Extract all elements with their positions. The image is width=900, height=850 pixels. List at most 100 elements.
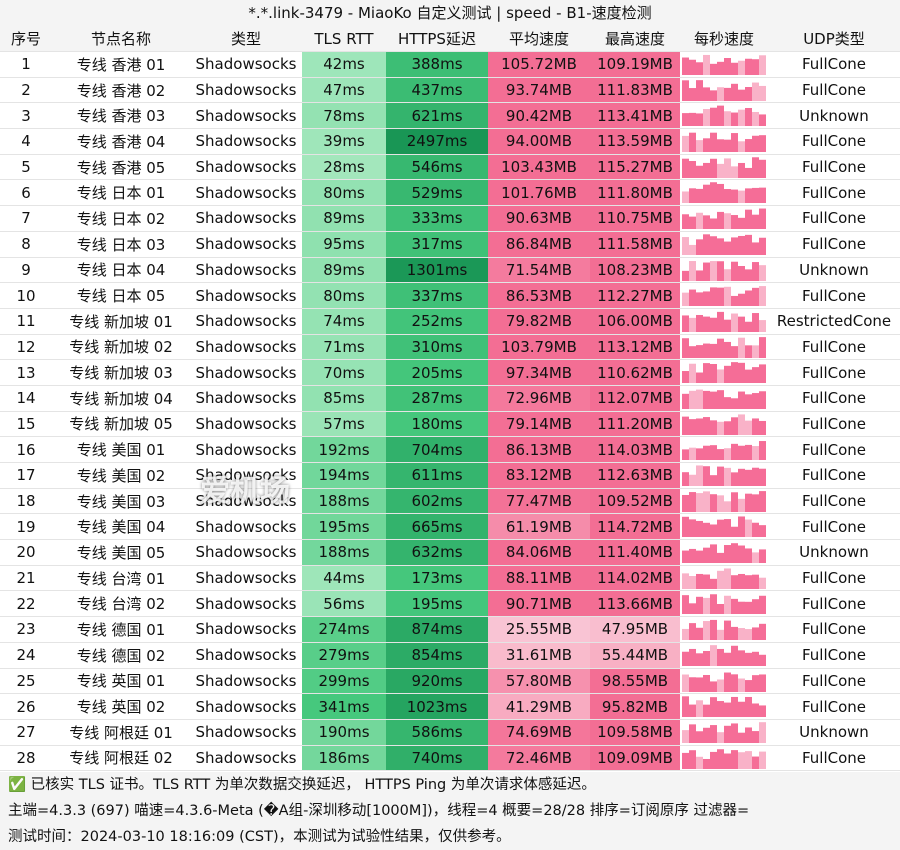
table-cell: 90.71MB [488, 590, 590, 618]
footer-line: 主端=4.3.3 (697) 喵速=4.3.6-Meta (�A组-深圳移动[1… [8, 803, 750, 819]
table-cell: 39ms [302, 128, 386, 155]
table-cell: 23 [0, 616, 52, 643]
table-cell: RestrictedCone [768, 308, 900, 335]
table-cell: Shadowsocks [190, 308, 302, 335]
speed-graph-cell [680, 616, 768, 643]
column-header: TLS RTT [302, 26, 386, 52]
speed-graph [682, 594, 766, 615]
table-cell: 47.95MB [590, 616, 680, 643]
table-row: 22 专线 台湾 02 Shadowsocks 56ms 195ms 90.71MB 113… [0, 590, 900, 618]
table-cell: 388ms [386, 51, 488, 78]
table-cell: Shadowsocks [190, 436, 302, 463]
table-cell: FullCone [768, 642, 900, 669]
table-cell: FullCone [768, 205, 900, 232]
table-cell: Shadowsocks [190, 745, 302, 772]
table-cell: Shadowsocks [190, 102, 302, 130]
table-cell: 专线 台湾 01 [52, 565, 190, 592]
table-cell: 专线 新加坡 03 [52, 359, 190, 386]
table-row: 2 专线 香港 02 Shadowsocks 47ms 437ms 93.74MB 111.… [0, 77, 900, 104]
table-cell: 98.55MB [590, 668, 680, 695]
table-cell: 专线 阿根廷 01 [52, 719, 190, 746]
table-cell: 57ms [302, 411, 386, 438]
table-cell: 专线 美国 04 [52, 513, 190, 541]
table-cell: 44ms [302, 565, 386, 592]
table-cell: 86.13MB [488, 436, 590, 463]
table-cell: 8 [0, 231, 52, 258]
table-cell: 103.43MB [488, 154, 590, 181]
table-cell: 12 [0, 334, 52, 361]
table-cell: 333ms [386, 205, 488, 232]
table-cell: Shadowsocks [190, 385, 302, 412]
speed-graph [682, 260, 766, 281]
speed-graph [682, 286, 766, 307]
table-cell: 173ms [386, 565, 488, 592]
table-cell: 180ms [386, 411, 488, 438]
table-cell: 专线 英国 02 [52, 693, 190, 720]
table-cell: 317ms [386, 231, 488, 258]
table-cell: FullCone [768, 231, 900, 258]
footer: ✅ 已核实 TLS 证书。TLS RTT 为单次数据交换延迟， HTTPS Pi… [0, 772, 900, 850]
table-cell: Shadowsocks [190, 590, 302, 618]
table-cell: 194ms [302, 462, 386, 489]
table-cell: Shadowsocks [190, 179, 302, 207]
table-cell: 341ms [302, 693, 386, 720]
table-cell: 专线 香港 02 [52, 77, 190, 104]
table-cell: 41.29MB [488, 693, 590, 720]
table-row: 1 专线 香港 01 Shadowsocks 42ms 388ms 105.72MB 109… [0, 51, 900, 78]
table-cell: 89ms [302, 257, 386, 284]
speed-graph-cell [680, 590, 768, 618]
speed-graph [682, 696, 766, 718]
table-cell: 94.00MB [488, 128, 590, 155]
table-cell: 专线 日本 01 [52, 179, 190, 207]
table-cell: FullCone [768, 436, 900, 463]
table-cell: Shadowsocks [190, 693, 302, 720]
table-cell: 31.61MB [488, 642, 590, 669]
speed-graph [682, 543, 766, 564]
table-cell: 74ms [302, 308, 386, 335]
table-cell: 80ms [302, 179, 386, 207]
table-cell: 84.06MB [488, 539, 590, 566]
table-cell: 24 [0, 642, 52, 669]
table-cell: 195ms [302, 513, 386, 541]
table-cell: 115.27MB [590, 154, 680, 181]
speed-graph-cell [680, 257, 768, 284]
table-cell: 2 [0, 77, 52, 104]
table-cell: 80ms [302, 282, 386, 309]
speed-graph-cell [680, 565, 768, 592]
speed-graph [682, 568, 766, 589]
speed-graph [682, 54, 766, 75]
speed-graph-cell [680, 693, 768, 720]
table-cell: 专线 德国 02 [52, 642, 190, 669]
footer-line: ✅ 已核实 TLS 证书。TLS RTT 为单次数据交换延迟， HTTPS Pi… [8, 777, 596, 793]
table-row: 5 专线 香港 05 Shadowsocks 28ms 546ms 103.43MB 115… [0, 154, 900, 181]
table-cell: 89ms [302, 205, 386, 232]
table-cell: Shadowsocks [190, 488, 302, 515]
window-title: *.*.link-3479 - MiaoKo 自定义测试 | speed - B… [0, 0, 900, 26]
column-header: 类型 [190, 26, 302, 52]
table-row: 25 专线 英国 01 Shadowsocks 299ms 920ms 57.80MB 98… [0, 668, 900, 695]
table-cell: 90.42MB [488, 102, 590, 130]
table-cell: Unknown [768, 719, 900, 746]
table-cell: FullCone [768, 128, 900, 155]
table-cell: FullCone [768, 154, 900, 181]
table-cell: 108.23MB [590, 257, 680, 284]
table-cell: 110.75MB [590, 205, 680, 232]
table-cell: Shadowsocks [190, 128, 302, 155]
table-cell: 专线 美国 03 [52, 488, 190, 515]
table-cell: FullCone [768, 616, 900, 643]
table-cell: 103.79MB [488, 334, 590, 361]
table-cell: 72.46MB [488, 745, 590, 772]
table-cell: Shadowsocks [190, 411, 302, 438]
table-cell: 621ms [386, 102, 488, 130]
table-cell: 专线 美国 02 [52, 462, 190, 489]
table-cell: 77.47MB [488, 488, 590, 515]
table-row: 15 专线 新加坡 05 Shadowsocks 57ms 180ms 79.14MB 11… [0, 411, 900, 438]
table-cell: 93.74MB [488, 77, 590, 104]
table-row: 9 专线 日本 04 Shadowsocks 89ms 1301ms 71.54MB 108… [0, 257, 900, 284]
table-cell: 1 [0, 51, 52, 78]
table-cell: FullCone [768, 590, 900, 618]
table-cell: 26 [0, 693, 52, 720]
table-cell: FullCone [768, 745, 900, 772]
table-cell: 111.83MB [590, 77, 680, 104]
table-cell: FullCone [768, 513, 900, 541]
